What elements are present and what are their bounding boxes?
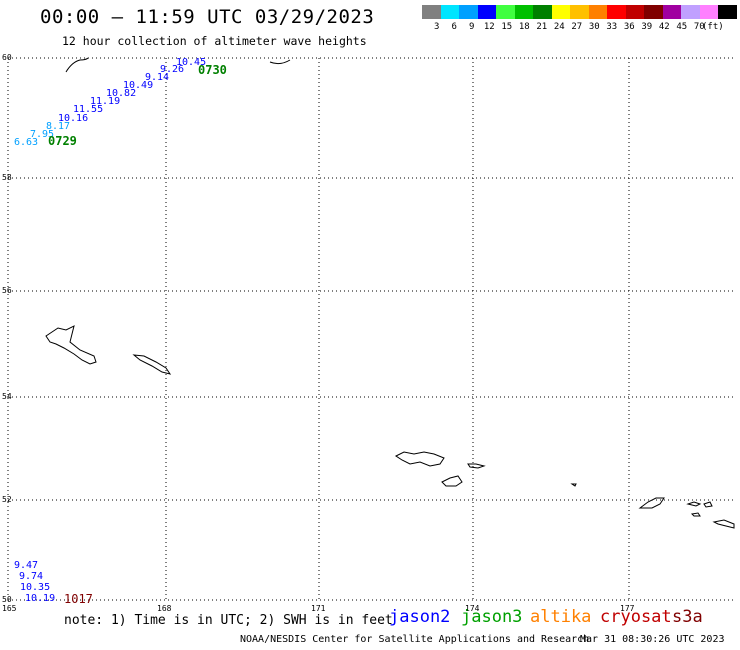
island-amchitka <box>712 519 735 529</box>
legend-label: 15 <box>501 22 513 32</box>
swh-reading: 9.14 <box>145 72 169 83</box>
legend-label: 36 <box>623 22 635 32</box>
legend-label: 42 <box>658 22 670 32</box>
legend-swatch <box>422 5 441 19</box>
swh-reading: 10.16 <box>58 113 88 124</box>
satellite-cryosat: cryosat <box>600 607 672 627</box>
legend-swatch <box>533 5 552 19</box>
track-start-time: 0729 <box>48 134 77 148</box>
swh-reading: 10.45 <box>176 57 206 68</box>
lat-label: 60 <box>2 53 12 62</box>
legend-label: 30 <box>588 22 600 32</box>
swh-reading: 10.49 <box>123 80 153 91</box>
legend-swatch <box>440 5 459 19</box>
swh-reading: 11.19 <box>90 96 120 107</box>
legend-swatch <box>588 5 607 19</box>
legend-swatch <box>570 5 589 19</box>
legend-swatch <box>496 5 515 19</box>
legend-label: 21 <box>536 22 548 32</box>
island-semichi <box>467 463 486 469</box>
island-attu <box>395 451 445 467</box>
legend-label: 12 <box>483 22 495 32</box>
legend-swatch <box>514 5 533 19</box>
legend-label: 45 <box>676 22 688 32</box>
legend-label: 18 <box>518 22 530 32</box>
legend-label: 70 <box>693 22 705 32</box>
footer-timestamp: Mar 31 08:30:26 UTC 2023 <box>580 634 725 645</box>
legend-swatch <box>699 5 718 19</box>
island-kiska-2 <box>686 501 702 507</box>
island-small-1 <box>570 483 577 487</box>
island-medny <box>132 354 172 375</box>
legend-unit: (ft) <box>702 22 724 32</box>
satellite-jason3: jason3 <box>461 607 523 627</box>
swh-reading: 7.95 <box>30 129 54 140</box>
swh-reading: 9.26 <box>160 64 184 75</box>
legend-swatch <box>662 5 681 19</box>
legend-swatch <box>477 5 496 19</box>
lat-label: 58 <box>2 173 12 182</box>
units-note: note: 1) Time is in UTC; 2) SWH is in fe… <box>64 613 393 628</box>
page-title: 00:00 – 11:59 UTC 03/29/2023 <box>40 6 375 28</box>
legend-swatch <box>625 5 644 19</box>
lat-label: 56 <box>2 286 12 295</box>
island-bering <box>45 325 97 365</box>
swh-reading: 10.19 <box>25 593 55 604</box>
coast-upper-right <box>269 59 291 65</box>
footer-credit: NOAA/NESDIS Center for Satellite Applica… <box>240 634 590 645</box>
satellite-s3a: s3a <box>672 607 703 627</box>
legend-swatch <box>459 5 478 19</box>
legend-swatch <box>644 5 663 19</box>
lon-label: 174 <box>465 604 480 613</box>
satellite-altika: altika <box>530 607 592 627</box>
track-time: 1017 <box>64 592 93 606</box>
swh-reading: 8.17 <box>46 121 70 132</box>
coastlines <box>45 57 735 529</box>
island-agattu <box>441 475 463 487</box>
legend-label: 33 <box>606 22 618 32</box>
lat-label: 52 <box>2 495 12 504</box>
legend-label: 6 <box>451 22 457 32</box>
page-subtitle: 12 hour collection of altimeter wave hei… <box>62 34 367 48</box>
track-jason3: 6.63 7.95 8.17 10.16 11.55 11.19 10.82 1… <box>14 57 227 148</box>
legend-label: 39 <box>641 22 653 32</box>
track-cryosat: 9.47 9.74 10.35 10.19 1017 <box>14 560 93 606</box>
lat-label: 50 <box>2 595 12 604</box>
legend-label: 24 <box>553 22 565 32</box>
axis-labels: 165 168 171 174 177 60 58 56 54 52 50 <box>2 53 635 613</box>
lon-label: 168 <box>157 604 172 613</box>
legend-swatch <box>681 5 700 19</box>
legend-label: 27 <box>571 22 583 32</box>
island-kiska-4 <box>690 512 701 517</box>
coast-upper-left <box>65 57 89 73</box>
legend-swatch <box>551 5 570 19</box>
satellite-jason2: jason2 <box>389 607 451 627</box>
color-legend-labels: 3 6 9 12 15 18 21 24 27 30 33 36 39 42 45 70 <box>428 22 708 32</box>
legend-label: 3 <box>434 22 440 32</box>
lat-label: 54 <box>2 392 12 401</box>
swh-reading: 6.63 <box>14 137 38 148</box>
color-legend <box>422 5 737 19</box>
track-end-time: 0730 <box>198 63 227 77</box>
swh-reading: 11.55 <box>73 104 103 115</box>
legend-swatch <box>607 5 626 19</box>
legend-swatch <box>718 5 737 19</box>
swh-reading: 9.74 <box>19 571 43 582</box>
legend-label: 9 <box>469 22 475 32</box>
lon-label: 171 <box>311 604 326 613</box>
lon-label: 177 <box>620 604 635 613</box>
island-kiska-1 <box>638 497 665 509</box>
island-kiska-3 <box>703 501 713 508</box>
swh-reading: 10.35 <box>20 582 50 593</box>
swh-reading: 10.82 <box>106 88 136 99</box>
swh-reading: 9.47 <box>14 560 38 571</box>
map-grid <box>7 57 735 601</box>
lon-label: 165 <box>2 604 17 613</box>
